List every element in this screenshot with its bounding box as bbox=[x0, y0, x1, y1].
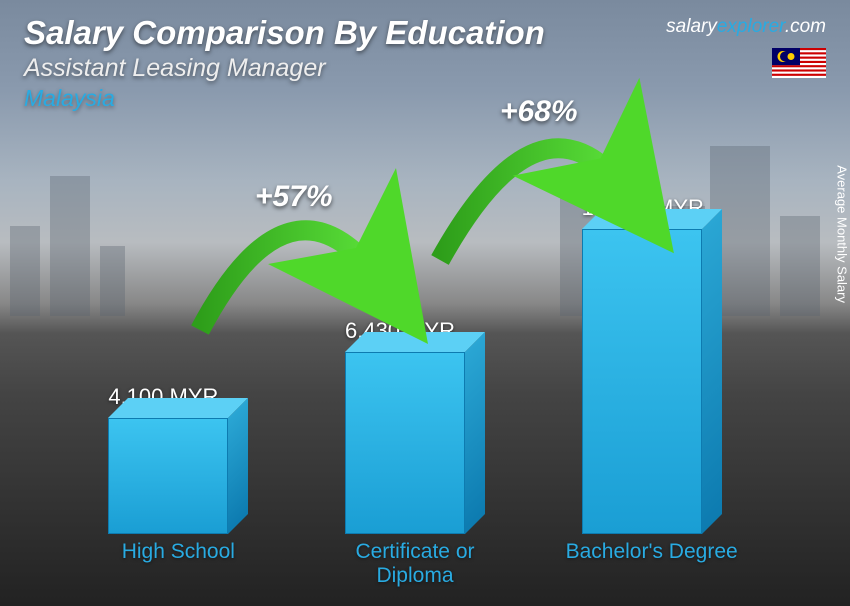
brand-part3: .com bbox=[785, 16, 826, 37]
bar-label: Certificate or Diploma bbox=[315, 540, 515, 588]
bar-label: High School bbox=[78, 540, 278, 588]
bar-chart: 4,100 MYR 6,430 MYR 10,800 MYR bbox=[60, 154, 770, 534]
bar-2: 10,800 MYR bbox=[562, 229, 742, 534]
bar-1: 6,430 MYR bbox=[325, 352, 505, 534]
bar-0: 4,100 MYR bbox=[88, 418, 268, 534]
bar-label: Bachelor's Degree bbox=[552, 540, 752, 588]
delta-pct-1: +57% bbox=[255, 180, 333, 214]
brand-logo: salaryexplorer.com bbox=[666, 16, 826, 38]
country-name: Malaysia bbox=[24, 85, 826, 112]
brand-part1: salary bbox=[666, 16, 717, 37]
brand-part2: explorer bbox=[717, 16, 785, 37]
malaysia-flag-icon bbox=[772, 48, 826, 78]
delta-pct-2: +68% bbox=[500, 95, 578, 129]
y-axis-label: Average Monthly Salary bbox=[835, 165, 850, 303]
job-title: Assistant Leasing Manager bbox=[24, 54, 826, 83]
x-axis-labels: High School Certificate or Diploma Bachelo… bbox=[60, 540, 770, 588]
